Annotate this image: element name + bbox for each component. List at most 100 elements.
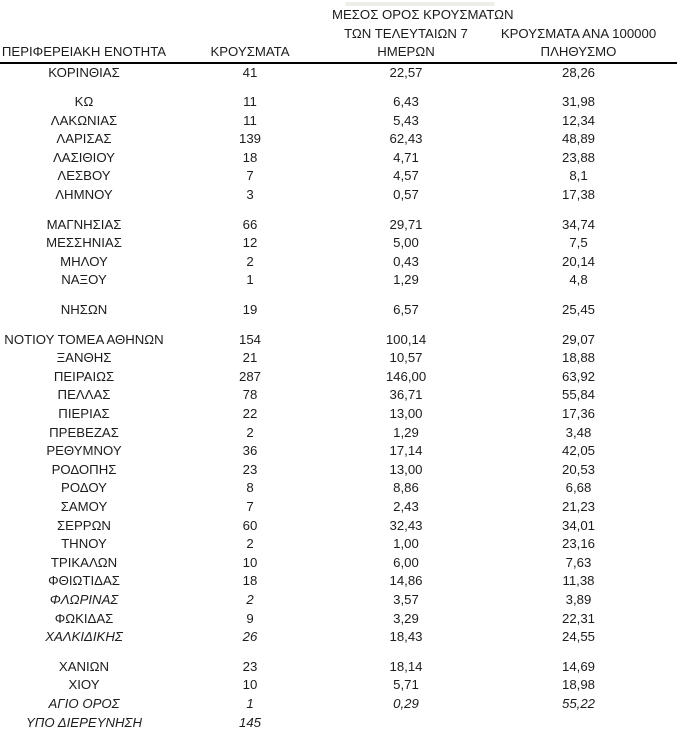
cases-cell: 26 <box>242 629 258 645</box>
region-name-cell: ΛΑΡΙΣΑΣ <box>56 131 112 147</box>
region-name-cell: ΧΑΝΙΩΝ <box>58 658 110 674</box>
cases-cell: 3 <box>246 187 254 203</box>
per100k-cell: 3,89 <box>565 591 592 607</box>
region-name-cell: ΠΙΕΡΙΑΣ <box>58 406 110 421</box>
per100k-cell: 18,98 <box>561 677 595 693</box>
table-row: ΧΙΟΥ 10 5,71 18,98 <box>0 676 677 695</box>
cropped-text-artifact <box>345 2 495 6</box>
cases-cell: 23 <box>242 658 258 674</box>
cases-cell: 2 <box>246 424 254 440</box>
table-row: ΑΓΙΟ ΟΡΟΣ 1 0,29 55,22 <box>0 695 677 714</box>
region-name-cell: ΝΗΣΩΝ <box>60 302 108 318</box>
per100k-cell: 55,84 <box>561 387 595 403</box>
table-row: ΝΑΞΟΥ 1 1,29 4,8 <box>0 271 677 290</box>
table-body: ΚΟΡΙΝΘΙΑΣ 41 22,57 28,26 ΚΩ 11 6,43 31,9… <box>0 64 677 731</box>
avg7-cell: 1,29 <box>393 424 419 440</box>
table-row: ΡΟΔΟΥ 8 8,86 6,68 <box>0 479 677 498</box>
per100k-cell: 42,05 <box>561 443 595 459</box>
table-row: ΡΕΘΥΜΝΟΥ 36 17,14 42,05 <box>0 442 677 461</box>
avg7-cell: 3,29 <box>393 610 419 626</box>
header-cases-label: ΚΡΟΥΣΜΑΤΑ <box>210 44 290 59</box>
region-name-cell: ΜΕΣΣΗΝΙΑΣ <box>46 235 122 251</box>
header-per100k-column: ΚΡΟΥΣΜΑΤΑ ΑΝΑ 100000 ΠΛΗΘΥΣΜΟ <box>480 25 677 62</box>
avg7-cell: 62,43 <box>389 131 423 147</box>
cases-cell: 1 <box>246 272 254 288</box>
region-name-cell: ΦΩΚΙΔΑΣ <box>54 610 114 626</box>
header-per100k-line1: ΚΡΟΥΣΜΑΤΑ ΑΝΑ 100000 <box>500 25 657 41</box>
cases-cell: 2 <box>246 536 254 552</box>
avg7-cell: 18,43 <box>389 629 423 645</box>
table-row: ΦΘΙΩΤΙΔΑΣ 18 14,86 11,38 <box>0 572 677 591</box>
cases-cell: 22 <box>242 406 258 421</box>
region-name-cell: ΦΘΙΩΤΙΔΑΣ <box>48 573 120 589</box>
per100k-cell: 14,69 <box>561 658 595 674</box>
cases-cell: 18 <box>242 149 258 165</box>
cases-cell: 23 <box>242 461 258 477</box>
table-row: ΧΑΛΚΙΔΙΚΗΣ 26 18,43 24,55 <box>0 628 677 647</box>
cases-cell: 9 <box>246 610 254 626</box>
per100k-cell: 17,36 <box>561 406 595 421</box>
cases-cell: 41 <box>242 64 258 80</box>
region-name-cell: ΥΠΟ ΔΙΕΡΕΥΝΗΣΗ <box>26 714 142 730</box>
cases-cell: 154 <box>238 331 261 347</box>
cases-cell: 60 <box>242 517 258 533</box>
table-row: ΛΕΣΒΟΥ 7 4,57 8,1 <box>0 167 677 186</box>
table-row: ΝΗΣΩΝ 19 6,57 25,45 <box>0 301 677 320</box>
header-region-column: ΠΕΡΙΦΕΡΕΙΑΚΗ ΕΝΟΤΗΤΑ <box>0 43 168 62</box>
cases-cell: 7 <box>246 498 254 514</box>
per100k-cell: 6,68 <box>565 480 592 496</box>
avg7-cell: 0,57 <box>393 187 419 203</box>
per100k-cell: 7,5 <box>569 235 588 251</box>
avg7-cell: 29,71 <box>389 216 423 232</box>
avg7-cell: 2,43 <box>393 498 419 514</box>
cases-cell: 2 <box>246 253 254 269</box>
header-per100k-line2: ΠΛΗΘΥΣΜΟ <box>540 44 617 59</box>
region-name-cell: ΛΑΣΙΘΙΟΥ <box>53 149 115 165</box>
region-name-cell: ΜΑΓΝΗΣΙΑΣ <box>46 216 122 232</box>
avg7-cell: 6,00 <box>393 554 419 570</box>
per100k-cell: 63,92 <box>561 368 595 384</box>
region-name-cell: ΤΡΙΚΑΛΩΝ <box>50 554 118 570</box>
table-row: ΤΗΝΟΥ 2 1,00 23,16 <box>0 535 677 554</box>
cases-cell: 145 <box>238 714 261 730</box>
cases-cell: 139 <box>238 131 261 147</box>
cases-cell: 36 <box>242 443 258 459</box>
avg7-cell: 6,43 <box>393 94 419 110</box>
avg7-cell: 4,57 <box>393 168 419 184</box>
cases-cell: 11 <box>243 112 257 128</box>
cases-cell: 78 <box>242 387 258 403</box>
table-row: ΛΗΜΝΟΥ 3 0,57 17,38 <box>0 186 677 205</box>
table-row: ΧΑΝΙΩΝ 23 18,14 14,69 <box>0 658 677 677</box>
per100k-cell: 31,98 <box>561 94 595 110</box>
cases-cell: 287 <box>238 368 261 384</box>
per100k-cell: 7,63 <box>565 554 592 570</box>
region-name-cell: ΦΛΩΡΙΝΑΣ <box>49 591 119 607</box>
table-row: ΦΛΩΡΙΝΑΣ 2 3,57 3,89 <box>0 591 677 610</box>
header-avg7-line1: ΜΕΣΟΣ ΟΡΟΣ ΚΡΟΥΣΜΑΤΩΝ <box>332 7 514 22</box>
table-row: ΤΡΙΚΑΛΩΝ 10 6,00 7,63 <box>0 554 677 573</box>
avg7-cell: 14,86 <box>389 573 423 589</box>
per100k-cell: 18,88 <box>561 350 595 366</box>
table-row: ΚΩ 11 6,43 31,98 <box>0 93 677 112</box>
per100k-cell: 12,34 <box>561 112 595 128</box>
region-name-cell: ΧΑΛΚΙΔΙΚΗΣ <box>45 629 123 645</box>
cases-cell: 10 <box>242 554 258 570</box>
header-cases-column: ΚΡΟΥΣΜΑΤΑ <box>168 43 332 62</box>
group-spacer <box>0 320 677 331</box>
avg7-cell: 8,86 <box>393 480 419 496</box>
table-row: ΛΑΚΩΝΙΑΣ 11 5,43 12,34 <box>0 112 677 131</box>
table-row: ΛΑΡΙΣΑΣ 139 62,43 48,89 <box>0 130 677 149</box>
region-name-cell: ΝΑΞΟΥ <box>61 272 107 288</box>
region-name-cell: ΑΓΙΟ ΟΡΟΣ <box>48 695 120 711</box>
per100k-cell: 3,48 <box>565 424 592 440</box>
per100k-cell: 48,89 <box>561 131 595 147</box>
avg7-cell: 5,71 <box>393 677 419 693</box>
per100k-cell: 55,22 <box>561 695 595 711</box>
avg7-cell: 0,29 <box>393 695 419 711</box>
cases-cell: 66 <box>242 216 258 232</box>
table-row: ΜΗΛΟΥ 2 0,43 20,14 <box>0 253 677 272</box>
table-row: ΠΕΙΡΑΙΩΣ 287 146,00 63,92 <box>0 368 677 387</box>
region-name-cell: ΡΟΔΟΠΗΣ <box>51 461 117 477</box>
avg7-cell: 0,43 <box>393 253 419 269</box>
